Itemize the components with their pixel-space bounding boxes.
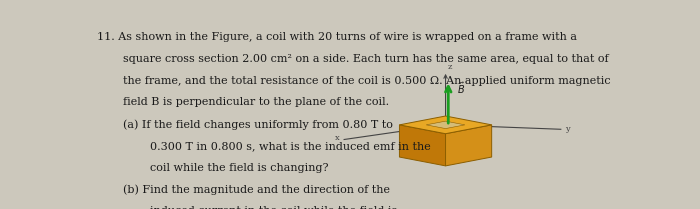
Polygon shape <box>400 116 491 134</box>
Text: (a) If the field changes uniformly from 0.80 T to: (a) If the field changes uniformly from … <box>122 119 393 130</box>
Text: field B is perpendicular to the plane of the coil.: field B is perpendicular to the plane of… <box>122 97 389 107</box>
Text: 0.300 T in 0.800 s, what is the induced emf in the: 0.300 T in 0.800 s, what is the induced … <box>150 141 430 151</box>
Text: (b) Find the magnitude and the direction of the: (b) Find the magnitude and the direction… <box>122 184 390 195</box>
Text: z: z <box>448 63 452 71</box>
Text: coil while the field is changing?: coil while the field is changing? <box>150 163 328 173</box>
Polygon shape <box>446 125 491 166</box>
Text: 11. As shown in the Figure, a coil with 20 turns of wire is wrapped on a frame w: 11. As shown in the Figure, a coil with … <box>97 32 578 42</box>
Polygon shape <box>426 121 465 129</box>
Text: induced current in the coil while the field is: induced current in the coil while the fi… <box>150 206 397 209</box>
Text: the frame, and the total resistance of the coil is 0.500 Ω. An applied uniform m: the frame, and the total resistance of t… <box>122 76 610 86</box>
Text: $\vec{B}$: $\vec{B}$ <box>457 80 465 96</box>
Polygon shape <box>400 125 446 166</box>
Text: square cross section 2.00 cm² on a side. Each turn has the same area, equal to t: square cross section 2.00 cm² on a side.… <box>122 54 608 64</box>
Text: y: y <box>565 125 570 133</box>
Text: x: x <box>335 134 340 142</box>
